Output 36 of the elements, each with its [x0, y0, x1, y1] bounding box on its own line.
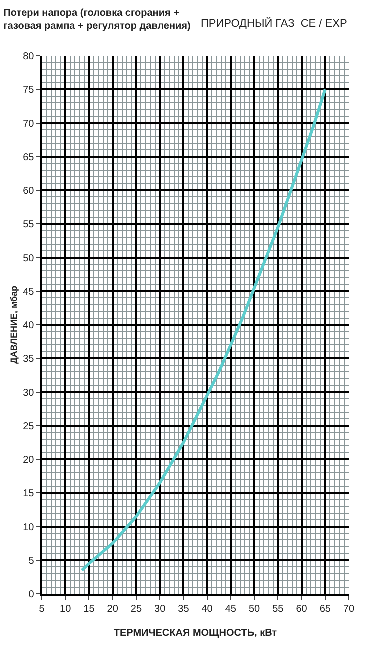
- y-tick-label: 55: [23, 220, 35, 231]
- y-tick-label: 30: [23, 388, 35, 399]
- y-tick-label: 25: [23, 421, 35, 432]
- x-tick-label: 30: [154, 604, 166, 615]
- x-axis-title: ТЕРМИЧЕСКАЯ МОЩНОСТЬ, кВт: [114, 628, 278, 639]
- y-tick-label: 40: [23, 320, 35, 332]
- x-tick-label: 5: [39, 604, 46, 615]
- x-tick-label: 35: [178, 604, 190, 615]
- x-tick-label: 15: [84, 604, 96, 615]
- y-tick-label: 60: [23, 186, 35, 197]
- y-tick-label: 50: [23, 253, 35, 264]
- chart-subtitle: ПРИРОДНЫЙ ГАЗ CE / EXP: [201, 17, 348, 30]
- chart-title: Потери напора (головка сгорания + газовая рампа + регулятор давления): [4, 8, 191, 32]
- y-tick-label: 10: [23, 522, 35, 534]
- x-tick-label: 10: [60, 604, 72, 615]
- x-tick-label: 45: [225, 604, 237, 615]
- x-tick-label: 40: [202, 604, 214, 615]
- x-tick-label: 70: [343, 604, 355, 615]
- y-tick-label: 45: [23, 286, 35, 298]
- x-tick-label: 60: [296, 604, 308, 615]
- x-tick-label: 55: [272, 604, 284, 615]
- y-tick-label: 65: [23, 152, 35, 164]
- y-tick-label: 20: [23, 455, 35, 466]
- y-tick-label: 75: [23, 85, 35, 96]
- y-tick-label: 0: [28, 590, 35, 600]
- y-tick-label: 5: [28, 556, 35, 567]
- y-tick-label: 15: [23, 488, 35, 500]
- y-tick-label: 35: [23, 354, 35, 366]
- y-tick-label: 80: [23, 52, 35, 62]
- x-tick-label: 25: [130, 604, 142, 615]
- x-tick-label: 65: [320, 604, 332, 615]
- y-axis-title: ДАВЛЕНИЕ, мбар: [8, 285, 19, 364]
- y-tick-label: 70: [23, 118, 35, 130]
- x-tick-label: 20: [107, 604, 119, 615]
- x-tick-label: 50: [248, 604, 261, 615]
- line-series: [80, 88, 327, 572]
